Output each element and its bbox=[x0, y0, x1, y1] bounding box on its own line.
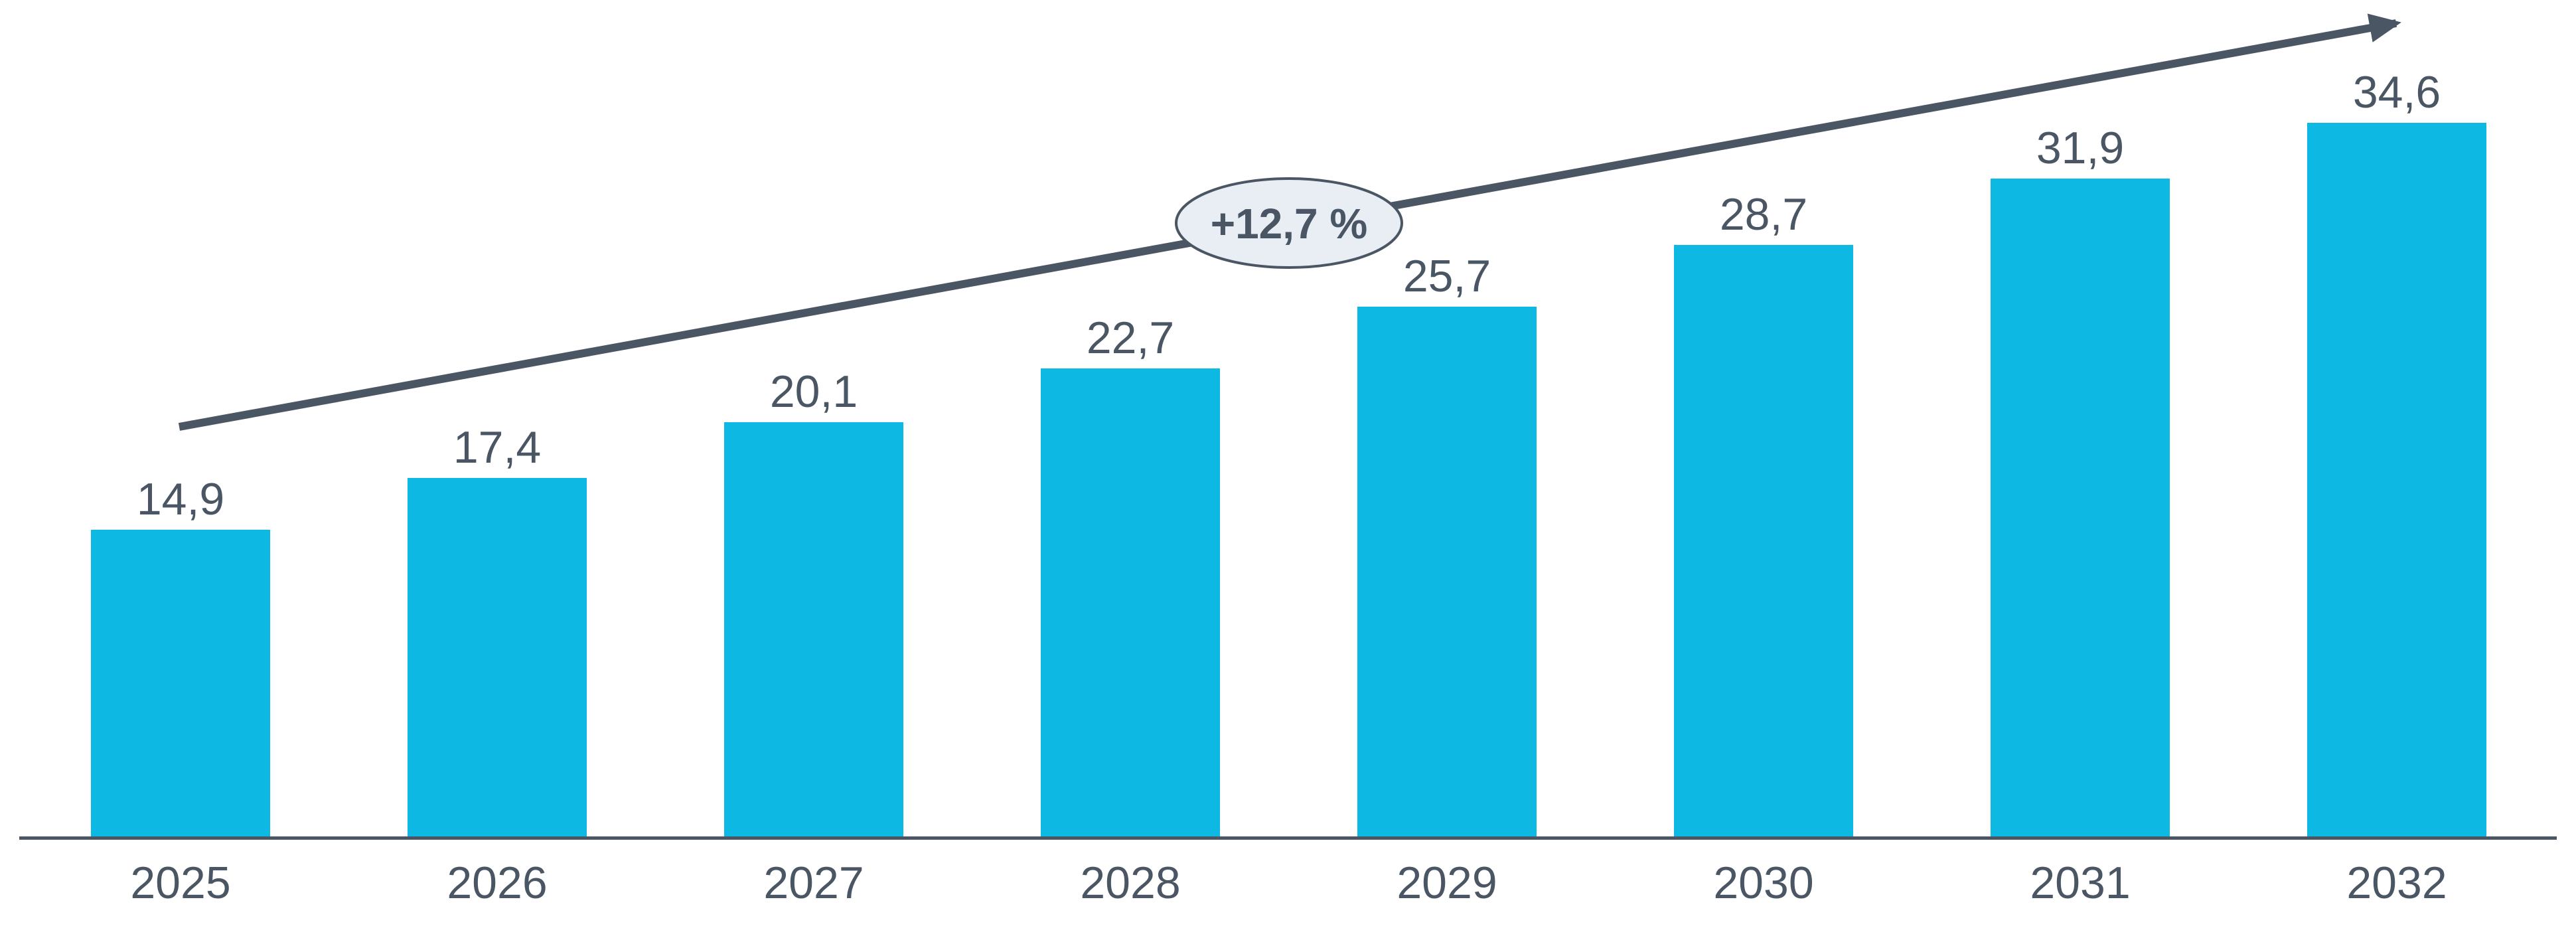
bar-value-label: 34,6 bbox=[2352, 67, 2441, 117]
x-axis-tick-label: 2025 bbox=[130, 858, 231, 908]
bar-value-label: 28,7 bbox=[1719, 189, 1808, 240]
x-axis-tick-label: 2030 bbox=[1713, 858, 1814, 908]
bar-column: 14,9 bbox=[91, 474, 270, 838]
x-axis-tick-label: 2032 bbox=[2346, 858, 2447, 908]
bar bbox=[1357, 307, 1537, 838]
bar-value-label: 17,4 bbox=[453, 422, 542, 473]
bar-series: 14,9 17,4 20,1 22,7 25,7 28,7 31,9 34,6 bbox=[91, 67, 2486, 838]
bar bbox=[2307, 123, 2486, 838]
bar-value-label: 20,1 bbox=[769, 366, 858, 417]
bar-value-label: 22,7 bbox=[1086, 313, 1175, 363]
x-axis-tick-label: 2029 bbox=[1397, 858, 1497, 908]
bar-column: 22,7 bbox=[1041, 313, 1220, 838]
bar bbox=[1991, 179, 2170, 838]
bar bbox=[1674, 245, 1853, 838]
x-axis-tick-label: 2031 bbox=[2030, 858, 2131, 908]
x-axis-line bbox=[19, 836, 2557, 840]
x-axis-tick-label: 2026 bbox=[447, 858, 548, 908]
bar bbox=[1041, 368, 1220, 838]
bar-value-label: 31,9 bbox=[2036, 123, 2125, 173]
bar-value-label: 14,9 bbox=[136, 474, 225, 524]
bar-value-label: 25,7 bbox=[1402, 251, 1491, 301]
x-axis-tick-labels: 2025 2026 2027 2028 2029 2030 2031 2032 bbox=[0, 858, 2576, 908]
bar-column: 31,9 bbox=[1991, 123, 2170, 838]
x-axis-tick-label: 2028 bbox=[1080, 858, 1181, 908]
bar bbox=[724, 422, 903, 838]
bar-column: 17,4 bbox=[408, 422, 587, 838]
bar-column: 34,6 bbox=[2307, 67, 2486, 838]
growth-badge-label: +12,7 % bbox=[1210, 200, 1368, 248]
bar-column: 28,7 bbox=[1674, 189, 1853, 838]
bar-column: 20,1 bbox=[724, 366, 903, 838]
x-axis-tick-label: 2027 bbox=[763, 858, 864, 908]
bar-column: 25,7 bbox=[1357, 251, 1537, 838]
bar bbox=[408, 478, 587, 838]
bar bbox=[91, 530, 270, 838]
